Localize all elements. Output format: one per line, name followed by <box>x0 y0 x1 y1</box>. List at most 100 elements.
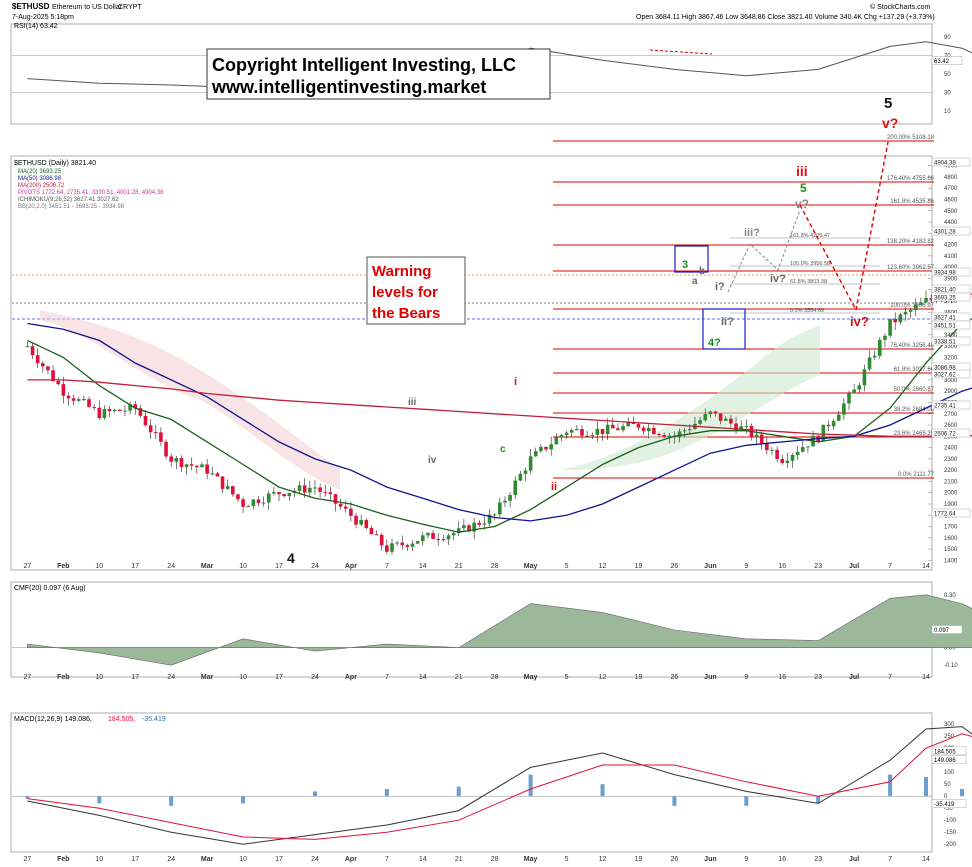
candle-body <box>780 458 785 464</box>
macd-histogram-bar <box>959 789 964 797</box>
x-tick-label: Apr <box>345 674 357 681</box>
candle-body <box>287 493 292 497</box>
candle-body <box>621 426 625 431</box>
price-tag-box <box>931 400 971 410</box>
x-tick-label: 16 <box>778 674 786 681</box>
copyright-frame <box>206 48 551 100</box>
minor-fib-label: 161.8% 4205.47 <box>790 233 830 239</box>
y-tick-label: 3700 <box>944 299 958 305</box>
fib-label: 76.40% 3256.40 <box>890 343 934 349</box>
price-tag-box <box>931 320 971 330</box>
candle-body <box>908 310 913 312</box>
candle-body <box>261 502 266 504</box>
macd-histogram-bar <box>169 796 174 806</box>
candle-body <box>564 432 569 436</box>
candle-body <box>569 429 574 433</box>
x-tick-label: Jun <box>704 674 716 681</box>
x-tick-label: 7 <box>385 674 389 681</box>
header-date: 7-Aug-2025 5:18pm <box>12 14 74 21</box>
fib-label: 161.8% 4535.86 <box>890 199 934 205</box>
warning-line2: levels for <box>372 284 438 301</box>
candle-body <box>518 473 523 481</box>
candle-body <box>867 357 872 370</box>
candle-body <box>503 500 507 503</box>
candle-body <box>46 366 50 371</box>
target-box-upper <box>674 245 709 273</box>
candle-body <box>169 456 173 462</box>
y-tick-label: 2200 <box>944 468 958 474</box>
wave-label: iii <box>796 163 808 179</box>
candle-body <box>318 487 322 492</box>
minor-fib-label: 0.0% 3554.69 <box>790 308 824 314</box>
macd-signal-line <box>27 733 972 840</box>
x-tick-label: 24 <box>311 563 319 570</box>
cmf-tick-label: -0.10 <box>944 663 958 669</box>
macd-tick-label: -200 <box>944 842 957 848</box>
candle-body <box>523 470 528 474</box>
candle-body <box>795 451 800 455</box>
warning-box: Warning levels for the Bears <box>366 256 466 325</box>
candle-body <box>806 446 810 448</box>
x-tick-label: May <box>524 563 538 570</box>
wave-label: ii <box>551 481 557 493</box>
candle-body <box>559 435 564 438</box>
y-tick-label: 4100 <box>944 254 958 260</box>
x-tick-label: 7 <box>888 856 892 863</box>
fib-label: 0.0% 2111.77 <box>898 472 935 478</box>
legend-pivots: PIVOTS 1772.64, 2735.41, 3330.51, 4001.2… <box>18 190 164 196</box>
warning-line3: the Bears <box>372 305 440 322</box>
legend-title: $ETHUSD (Daily) 3821.40 <box>14 160 96 167</box>
x-tick-label: 9 <box>744 856 748 863</box>
x-tick-label: Feb <box>57 563 69 570</box>
macd-histogram-bar <box>312 791 317 797</box>
x-tick-label: 7 <box>888 563 892 570</box>
ma200-line <box>27 379 972 437</box>
candle-body <box>498 502 502 515</box>
wave-label: iii <box>408 397 417 408</box>
y-tick-label: 2100 <box>944 479 958 485</box>
fib-label: 176.40% 4755.66 <box>887 176 935 182</box>
fib-label: 200.00% 5108.18 <box>887 135 935 141</box>
candle-body <box>153 432 158 434</box>
candle-body <box>826 424 831 427</box>
candle-body <box>148 425 153 433</box>
candle-body <box>605 424 610 435</box>
price-panel: 1400150016001700180019002000210022002300… <box>10 95 972 571</box>
y-tick-label: 1700 <box>944 525 958 531</box>
candle-body <box>446 535 451 540</box>
candle-body <box>118 409 122 412</box>
header-symbol: $ETHUSD <box>12 2 50 11</box>
x-axis-bottom: 27 Feb 10 17 24 Mar 10 17 24 Apr 7 14 21 28 May 5 12 19 26… <box>24 856 930 863</box>
x-tick-label: Jun <box>704 856 716 863</box>
target-box-lower <box>702 308 746 350</box>
legend-bb: BB(20,2.0) 3451.51 - 3693.25 - 3934.98 <box>18 204 125 210</box>
x-tick-label: Feb <box>57 674 69 681</box>
x-tick-label: 5 <box>565 856 569 863</box>
macd-label-c: -35.419 <box>142 716 166 723</box>
price-tag-box <box>931 226 971 236</box>
candle-body <box>128 404 132 411</box>
x-tick-label: Mar <box>201 856 214 863</box>
candle-body <box>225 486 230 489</box>
macd-histogram-bar <box>25 796 30 799</box>
candle-body <box>138 408 143 416</box>
copyright-box: Copyright Intelligent Investing, LLC www… <box>206 48 551 100</box>
candle-body <box>831 420 836 427</box>
x-tick-label: 28 <box>491 563 499 570</box>
macd-tag: 184.505 <box>934 749 956 755</box>
x-tick-label: 10 <box>95 674 103 681</box>
rsi-tag-box <box>931 56 963 65</box>
price-tag: 3627.41 <box>934 316 956 322</box>
candle-body <box>328 492 333 495</box>
candle-body <box>200 464 204 468</box>
candle-body <box>379 534 384 546</box>
price-tag-box <box>931 369 971 379</box>
candle-body <box>872 355 877 358</box>
fib-label: 61.8% 3037.66 <box>894 367 935 373</box>
macd-histogram-bar <box>672 796 677 806</box>
legend-ma200: MA(200) 2506.72 <box>18 183 65 189</box>
x-tick-label: 14 <box>419 856 427 863</box>
header-quote: Open 3684.11 High 3867.46 Low 3648.86 Cl… <box>636 14 935 21</box>
candle-body <box>164 441 168 457</box>
